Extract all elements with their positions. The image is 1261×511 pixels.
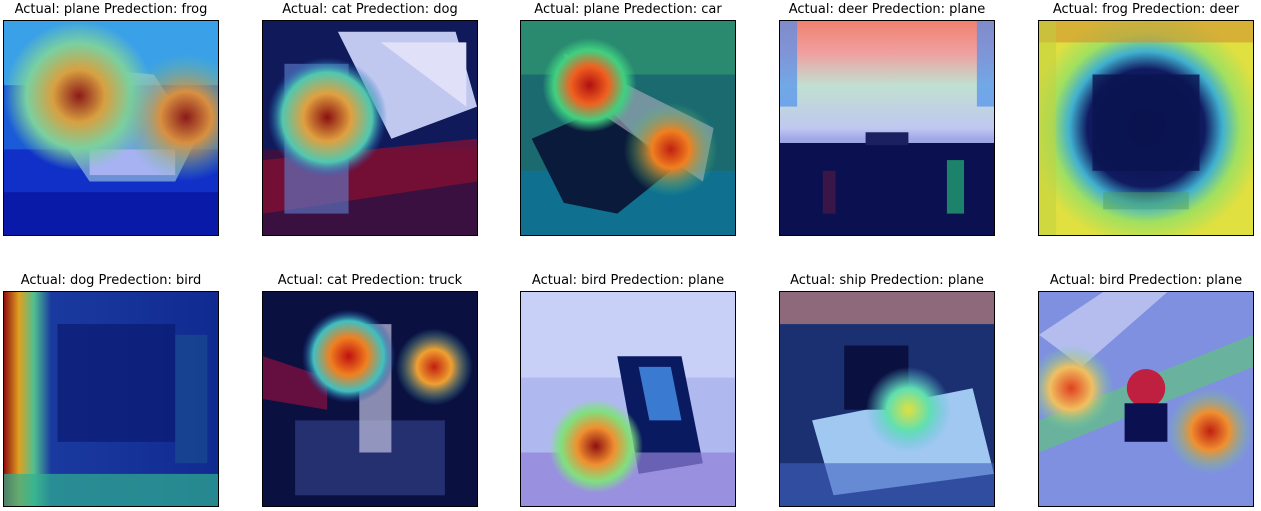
panel-2: Actual: cat Predection: dog [262, 2, 478, 236]
heatmap-image [3, 291, 219, 507]
panel-8: Actual: bird Predection: plane [520, 273, 736, 507]
panel-title: Actual: dog Predection: bird [20, 273, 202, 288]
heatmap-image [520, 291, 736, 507]
panel-title: Actual: bird Predection: plane [1049, 273, 1243, 288]
panel-3: Actual: plane Predection: car [520, 2, 736, 236]
panel-title: Actual: plane Predection: car [534, 2, 722, 17]
panel-title: Actual: cat Predection: dog [282, 2, 458, 17]
panel-5: Actual: frog Predection: deer [1038, 2, 1254, 236]
heatmap-image [3, 20, 219, 236]
panel-title: Actual: frog Predection: deer [1052, 2, 1240, 17]
panel-title: Actual: plane Predection: frog [14, 2, 208, 17]
heatmap-image [262, 291, 478, 507]
heatmap-image [520, 20, 736, 236]
panel-7: Actual: cat Predection: truck [262, 273, 478, 507]
panel-title: Actual: cat Predection: truck [277, 273, 463, 288]
panel-title: Actual: bird Predection: plane [531, 273, 725, 288]
panel-9: Actual: ship Predection: plane [779, 273, 995, 507]
panel-6: Actual: dog Predection: bird [3, 273, 219, 507]
heatmap-image [262, 20, 478, 236]
panel-10: Actual: bird Predection: plane [1038, 273, 1254, 507]
heatmap-image [779, 20, 995, 236]
heatmap-image [779, 291, 995, 507]
panel-4: Actual: deer Predection: plane [779, 2, 995, 236]
panel-1: Actual: plane Predection: frog [3, 2, 219, 236]
panel-title: Actual: ship Predection: plane [790, 273, 984, 288]
heatmap-image [1038, 20, 1254, 236]
panel-title: Actual: deer Predection: plane [788, 2, 986, 17]
heatmap-image [1038, 291, 1254, 507]
